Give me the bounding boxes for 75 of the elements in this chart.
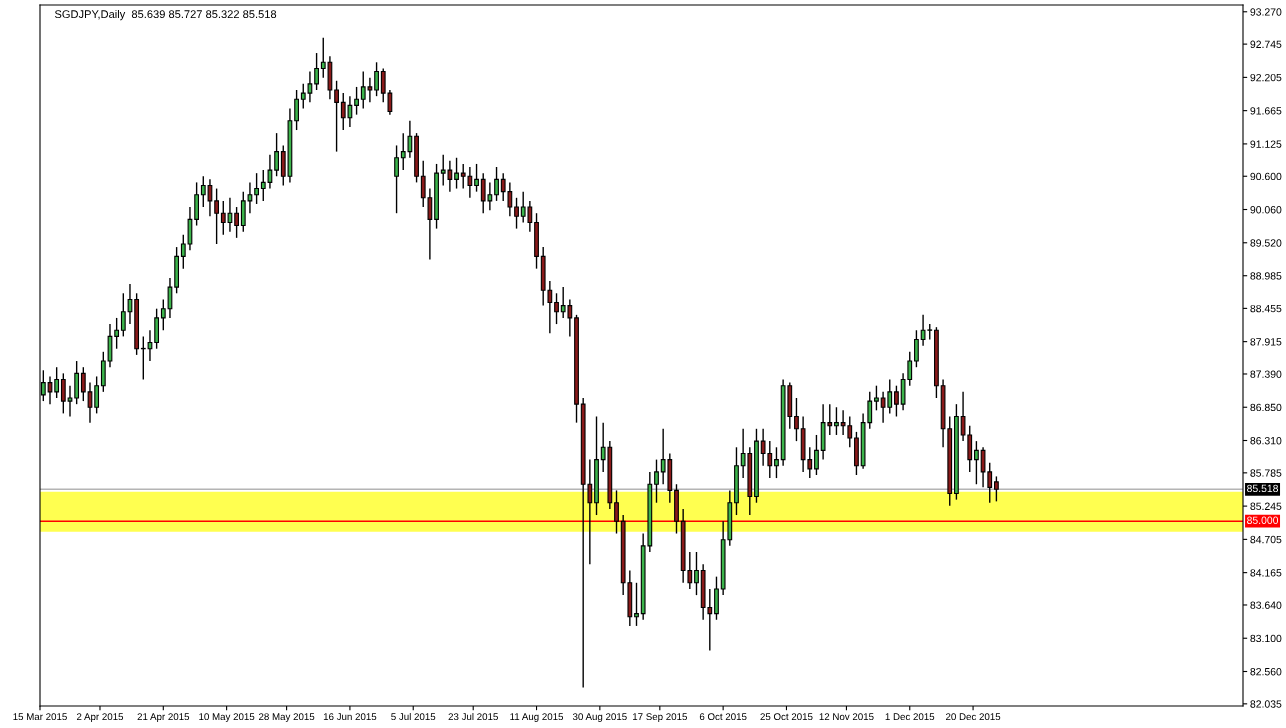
y-tick-label: 86.850 xyxy=(1250,403,1282,412)
candlestick xyxy=(254,172,259,205)
y-tick-label: 92.205 xyxy=(1250,73,1282,82)
y-tick-label: 91.125 xyxy=(1250,140,1282,148)
candlestick xyxy=(67,384,73,418)
candlestick xyxy=(314,52,319,91)
candlestick xyxy=(80,366,86,402)
x-tick-label: 2 Apr 2015 xyxy=(76,713,124,723)
x-tick-label: 16 Jun 2015 xyxy=(323,713,377,721)
y-tick-label: 86.310 xyxy=(1250,437,1282,445)
candlestick xyxy=(614,489,619,535)
candlestick xyxy=(774,446,779,479)
candlestick xyxy=(374,61,379,97)
candlestick xyxy=(394,144,399,214)
candlestick xyxy=(334,80,339,153)
candlestick xyxy=(474,163,479,193)
candlestick xyxy=(214,187,220,245)
candlestick xyxy=(60,372,66,415)
y-tick-label: 93.270 xyxy=(1250,8,1282,16)
y-tick-label: 92.745 xyxy=(1250,40,1282,48)
y-tick-label: 84.705 xyxy=(1250,535,1282,544)
candlestick xyxy=(94,375,100,415)
x-tick-label: 20 Dec 2015 xyxy=(946,713,1001,721)
candlestick xyxy=(514,197,519,230)
candlestick xyxy=(654,458,659,504)
y-tick-label: 85.785 xyxy=(1250,469,1282,477)
candlestick xyxy=(454,157,459,190)
x-tick-label: 11 Aug 2015 xyxy=(510,713,564,723)
candlestick xyxy=(994,475,999,503)
candlestick xyxy=(914,329,919,368)
chart-title: SGDJPY,Daily 85.639 85.727 85.322 85.518 xyxy=(54,9,277,21)
candlestick xyxy=(634,582,639,627)
y-tick-label: 90.600 xyxy=(1250,172,1282,181)
y-tick-label: 90.060 xyxy=(1250,206,1282,214)
x-tick-label: 28 May 2015 xyxy=(258,713,315,723)
x-tick-label: 15 Mar 2015 xyxy=(13,713,67,721)
candlestick xyxy=(974,440,979,485)
x-tick-label: 12 Nov 2015 xyxy=(819,713,874,721)
candlestick xyxy=(234,206,240,239)
ref-line-label: 85.000 xyxy=(1247,516,1279,524)
x-tick-label: 23 Jul 2015 xyxy=(448,712,498,721)
y-tick-label: 89.520 xyxy=(1250,239,1282,247)
y-tick-label: 83.640 xyxy=(1250,601,1282,609)
ref-line-label: 85.518 xyxy=(1247,484,1279,493)
candlestick xyxy=(554,292,559,325)
y-tick-label: 91.665 xyxy=(1250,107,1282,115)
x-tick-label: 21 Apr 2015 xyxy=(137,713,190,723)
x-tick-label: 6 Oct 2015 xyxy=(699,713,747,721)
candlestick xyxy=(694,551,699,596)
x-tick-label: 17 Sep 2015 xyxy=(633,713,687,723)
y-tick-label: 84.165 xyxy=(1250,569,1282,577)
x-tick-label: 1 Dec 2015 xyxy=(885,713,935,721)
candlestick xyxy=(294,89,299,131)
y-tick-label: 85.245 xyxy=(1250,502,1282,510)
y-tick-label: 83.100 xyxy=(1250,634,1282,643)
y-tick-label: 82.560 xyxy=(1250,668,1282,676)
candlestick xyxy=(874,384,879,412)
candlestick xyxy=(114,317,120,350)
x-tick-label: 10 May 2015 xyxy=(199,713,255,723)
y-tick-label: 87.915 xyxy=(1250,338,1282,346)
y-tick-label: 88.985 xyxy=(1250,272,1282,280)
candlestick xyxy=(274,132,279,177)
candlestick xyxy=(894,384,899,418)
x-tick-label: 30 Aug 2015 xyxy=(572,713,627,723)
x-tick-label: 25 Oct 2015 xyxy=(760,713,813,721)
candlestick xyxy=(54,366,60,399)
y-tick-label: 87.390 xyxy=(1250,370,1282,378)
y-tick-label: 82.035 xyxy=(1250,700,1282,708)
candlestick xyxy=(834,406,839,436)
candlestick xyxy=(794,397,799,442)
candlestick xyxy=(494,166,499,202)
candlestick xyxy=(814,434,819,476)
y-tick-label: 88.455 xyxy=(1250,304,1282,313)
x-tick-label: 5 Jul 2015 xyxy=(391,712,436,721)
candlestick xyxy=(354,86,359,116)
